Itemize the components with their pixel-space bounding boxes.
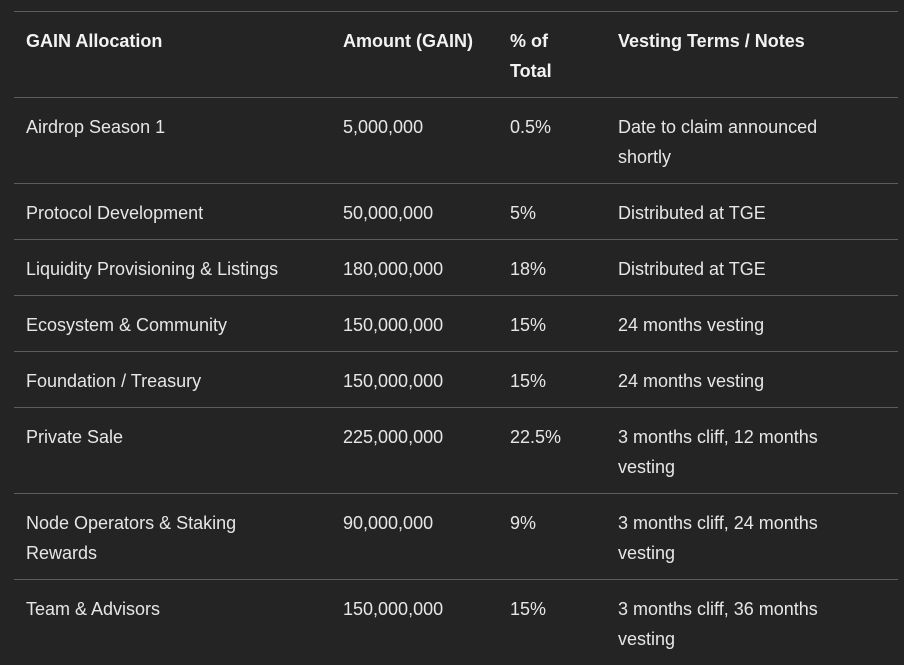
table-cell: Private Sale: [14, 408, 331, 494]
table-cell: 180,000,000: [331, 240, 498, 296]
table-cell: 225,000,000: [331, 408, 498, 494]
table-cell: 90,000,000: [331, 494, 498, 580]
table-cell: Distributed at TGE: [606, 184, 898, 240]
table-cell: 3 months cliff, 24 months vesting: [606, 494, 898, 580]
table-cell: 0.5%: [498, 98, 606, 184]
table-cell: Ecosystem & Community: [14, 296, 331, 352]
table-cell: Protocol Development: [14, 184, 331, 240]
header-cell: GAIN Allocation: [14, 12, 331, 98]
table-cell: 24 months vesting: [606, 296, 898, 352]
table-cell: 15%: [498, 352, 606, 408]
header-cell: Amount (GAIN): [331, 12, 498, 98]
table-cell: 50,000,000: [331, 184, 498, 240]
table-cell: 9%: [498, 494, 606, 580]
header-cell: Vesting Terms / Notes: [606, 12, 898, 98]
header-cell: % of Total: [498, 12, 606, 98]
table-cell: 15%: [498, 296, 606, 352]
table-cell: Liquidity Provisioning & Listings: [14, 240, 331, 296]
table-cell: Airdrop Season 1: [14, 98, 331, 184]
table-cell: Date to claim announced shortly: [606, 98, 898, 184]
table-cell: 3 months cliff, 12 months vesting: [606, 408, 898, 494]
table-cell: 150,000,000: [331, 580, 498, 665]
table-cell: Distributed at TGE: [606, 240, 898, 296]
table-cell: 18%: [498, 240, 606, 296]
table-cell: 15%: [498, 580, 606, 665]
table-cell: 5%: [498, 184, 606, 240]
table-cell: Team & Advisors: [14, 580, 331, 665]
table-cell: 5,000,000: [331, 98, 498, 184]
table-cell: Foundation / Treasury: [14, 352, 331, 408]
table-cell: 150,000,000: [331, 352, 498, 408]
table-cell: Node Operators & Staking Rewards: [14, 494, 331, 580]
table-cell: 22.5%: [498, 408, 606, 494]
table-cell: 24 months vesting: [606, 352, 898, 408]
table-cell: 3 months cliff, 36 months vesting: [606, 580, 898, 665]
table-cell: 150,000,000: [331, 296, 498, 352]
